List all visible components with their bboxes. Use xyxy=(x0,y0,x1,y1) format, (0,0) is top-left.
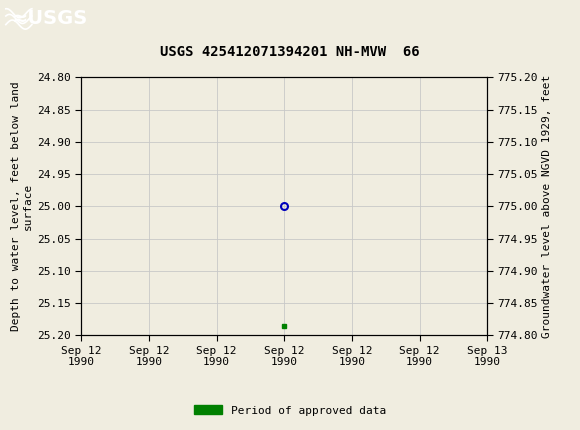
Text: USGS 425412071394201 NH-MVW  66: USGS 425412071394201 NH-MVW 66 xyxy=(160,45,420,59)
Y-axis label: Depth to water level, feet below land
surface: Depth to water level, feet below land su… xyxy=(11,82,33,331)
Text: ≈USGS: ≈USGS xyxy=(12,9,88,28)
Y-axis label: Groundwater level above NGVD 1929, feet: Groundwater level above NGVD 1929, feet xyxy=(542,75,552,338)
Legend: Period of approved data: Period of approved data xyxy=(190,401,390,420)
